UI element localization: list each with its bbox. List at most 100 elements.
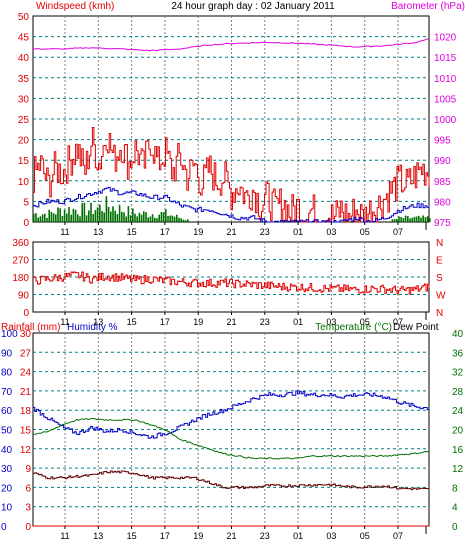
barometer-tick-label: 1020 <box>434 33 457 44</box>
humidity-tick-label: 80 <box>1 368 13 379</box>
x-tick-label: 21 <box>226 531 236 541</box>
wind-low-bar <box>44 213 46 222</box>
wind-low-bar <box>96 207 99 222</box>
compass-tick-label: W <box>436 291 446 302</box>
wind-low-bar <box>429 218 431 222</box>
wind-low-bar <box>46 217 48 222</box>
series-layer <box>32 38 431 527</box>
barometer-tick-label: 995 <box>434 136 451 147</box>
x-tick-label: 01 <box>293 227 303 237</box>
wind-low-bar <box>424 217 427 222</box>
direction-tick-label: 90 <box>18 291 30 302</box>
wind-low-bar <box>92 214 94 222</box>
wind-low-bar <box>147 217 149 222</box>
x-tick-label: 05 <box>360 227 370 237</box>
dew-point-label: Dew Point <box>393 322 439 333</box>
wind-low-bar <box>132 208 134 222</box>
barometer-tick-label: 1000 <box>434 115 457 126</box>
wind-low-bar <box>426 216 429 222</box>
wind-low-bar <box>99 204 101 222</box>
wind-low-bar <box>173 216 176 222</box>
humidity-tick-label: 20 <box>1 483 13 494</box>
wind-low-bar <box>85 215 88 222</box>
wind-low-bar <box>121 211 123 222</box>
wind-low-bar <box>77 214 79 222</box>
wind-low-bar <box>420 217 422 222</box>
wind-low-bar <box>116 214 119 222</box>
wind-low-bar <box>41 214 44 222</box>
humidity-series <box>33 390 430 439</box>
x-tick-label: 21 <box>226 227 236 237</box>
direction-tick-label: 0 <box>23 308 29 319</box>
x-tick-label: 23 <box>260 227 270 237</box>
x-tick-label: 07 <box>393 531 403 541</box>
temperature-tick-label: 36 <box>452 348 464 359</box>
temperature-tick-label: 20 <box>452 426 464 437</box>
rainfall-tick-label: 27 <box>20 348 32 359</box>
temperature-tick-label: 4 <box>452 503 458 514</box>
wind-low-bar <box>178 217 180 222</box>
windspeed-tick-label: 20 <box>18 136 30 147</box>
rainfall-tick-label: 18 <box>20 406 32 417</box>
x-tick-label: 07 <box>393 317 403 327</box>
compass-tick-label: N <box>436 308 443 319</box>
x-tick-label: 21 <box>226 317 236 327</box>
wind-low-bar <box>61 216 64 222</box>
humidity-tick-label: 60 <box>1 406 13 417</box>
wind-low-bar <box>79 216 81 222</box>
windspeed-tick-label: 25 <box>18 115 30 126</box>
wind-low-bar <box>39 216 42 222</box>
x-tick-label: 17 <box>160 531 170 541</box>
barometer-tick-label: 1010 <box>434 74 457 85</box>
wind-low-bar <box>48 209 50 222</box>
wind-low-bar <box>415 216 418 222</box>
wind-low-bar <box>55 214 57 222</box>
temperature-tick-label: 8 <box>452 483 458 494</box>
windspeed-tick-label: 0 <box>23 218 29 229</box>
wind-low-bar <box>187 219 189 222</box>
wind-low-bar <box>391 219 394 222</box>
wind-low-bar <box>138 212 141 222</box>
rainfall-tick-label: 9 <box>25 464 31 475</box>
x-tick-label: 11 <box>60 317 69 327</box>
wind-low-bar <box>158 214 160 222</box>
wind-low-bar <box>110 211 112 222</box>
wind-average-series <box>33 186 430 223</box>
humidity-tick-label: 100 <box>1 329 18 340</box>
rainfall-tick-label: 24 <box>20 368 32 379</box>
rainfall-tick-label: 3 <box>25 503 31 514</box>
wind-low-bar <box>413 216 416 222</box>
wind-low-bar <box>407 215 409 222</box>
wind-low-bar <box>112 206 114 222</box>
wind-low-bar <box>94 210 97 222</box>
rainfall-tick-label: 21 <box>20 387 32 398</box>
x-tick-label: 19 <box>193 317 203 327</box>
x-tick-label: 13 <box>93 227 103 237</box>
x-tick-label: 17 <box>160 227 170 237</box>
wind-low-bar <box>398 216 400 222</box>
wind-low-bar <box>145 212 147 222</box>
direction-tick-label: 180 <box>12 273 29 284</box>
wind-low-bar <box>171 215 174 222</box>
rainfall-tick-label: 30 <box>20 329 32 340</box>
wind-low-bar <box>409 218 411 222</box>
x-tick-label: 01 <box>293 531 303 541</box>
wind-low-bar <box>134 213 136 222</box>
windspeed-tick-label: 45 <box>18 33 30 44</box>
compass-tick-label: N <box>436 238 443 249</box>
windspeed-tick-label: 35 <box>18 74 30 85</box>
wind-low-bar <box>114 210 116 222</box>
wind-low-bar <box>402 218 405 222</box>
rainfall-tick-label: 0 <box>25 522 31 533</box>
compass-tick-label: E <box>436 256 443 267</box>
wind-low-bar <box>107 206 110 222</box>
x-tick-label: 23 <box>260 317 270 327</box>
barometer-tick-label: 975 <box>434 218 451 229</box>
rainfall-tick-label: 12 <box>20 445 32 456</box>
x-tick-label: 19 <box>193 227 203 237</box>
chart-title: 24 hour graph day : 02 January 2011 <box>171 1 335 12</box>
humidity-tick-label: 40 <box>1 445 13 456</box>
wind-low-bar <box>66 213 68 222</box>
x-tick-label: 01 <box>293 317 303 327</box>
x-tick-label: 15 <box>127 317 137 327</box>
